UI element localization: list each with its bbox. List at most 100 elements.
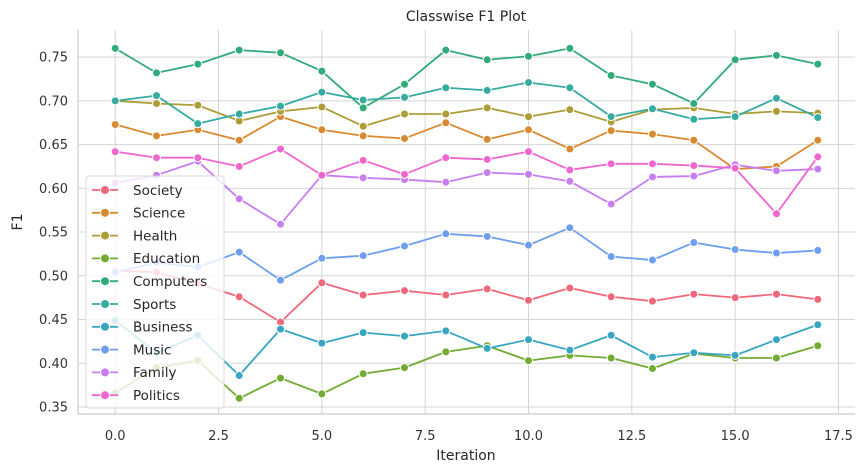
data-point-computers xyxy=(689,98,699,108)
data-point-computers xyxy=(234,45,244,55)
data-point-education xyxy=(771,353,781,363)
data-point-music xyxy=(523,240,533,250)
data-point-family xyxy=(441,177,451,187)
data-point-politics xyxy=(276,144,286,154)
legend-label: Computers xyxy=(133,274,207,290)
data-point-sports xyxy=(152,91,162,101)
data-point-science xyxy=(813,135,823,145)
data-point-education xyxy=(441,347,451,357)
data-point-science xyxy=(441,118,451,128)
legend-item-science: Science xyxy=(92,206,185,222)
data-point-business xyxy=(647,352,657,362)
legend-item-society: Society xyxy=(92,183,183,199)
series-line-sports xyxy=(115,81,819,125)
data-point-computers xyxy=(400,79,410,89)
data-point-family xyxy=(358,173,368,183)
series-line-music xyxy=(114,226,818,282)
data-point-society xyxy=(441,290,451,300)
data-point-computers xyxy=(193,59,203,69)
data-point-computers xyxy=(276,48,286,58)
data-point-science xyxy=(647,129,657,139)
data-point-sports xyxy=(317,87,327,97)
legend-swatch-marker xyxy=(100,390,110,401)
data-point-sports xyxy=(771,93,781,103)
x-tick-label: 10.0 xyxy=(514,429,543,444)
data-point-society xyxy=(813,294,823,304)
data-point-music xyxy=(771,248,781,258)
data-point-family xyxy=(482,168,492,178)
data-point-health xyxy=(523,112,533,122)
data-point-business xyxy=(565,345,575,355)
data-point-computers xyxy=(317,66,327,76)
data-point-education xyxy=(523,356,533,366)
legend-swatch-marker xyxy=(100,344,110,355)
data-point-sports xyxy=(523,77,533,87)
legend-label: Business xyxy=(133,320,193,336)
data-point-music xyxy=(400,241,410,251)
data-point-business xyxy=(441,326,451,336)
data-point-music xyxy=(647,255,657,265)
data-point-family xyxy=(234,194,244,204)
data-point-health xyxy=(358,121,368,131)
data-point-sports xyxy=(193,119,203,129)
data-point-politics xyxy=(193,153,203,163)
data-point-business xyxy=(730,350,740,360)
series-line-education xyxy=(114,344,819,400)
data-point-society xyxy=(689,289,699,299)
data-point-sports xyxy=(813,112,823,122)
legend-label: Family xyxy=(133,365,176,381)
data-point-education xyxy=(276,373,286,383)
data-point-health xyxy=(152,98,162,108)
data-point-music xyxy=(317,253,327,263)
x-tick-label: 7.5 xyxy=(415,429,436,444)
legend-frame xyxy=(85,175,225,409)
data-point-business xyxy=(689,348,699,358)
data-point-business xyxy=(813,320,823,330)
series-politics xyxy=(110,144,823,219)
series-line-health xyxy=(115,99,818,128)
data-point-business xyxy=(482,343,492,353)
data-point-family xyxy=(565,176,575,186)
legend-item-sports: Sports xyxy=(92,297,176,313)
data-point-politics xyxy=(606,159,616,169)
data-point-society xyxy=(317,278,327,288)
data-point-education xyxy=(647,364,657,374)
data-point-science xyxy=(317,125,327,135)
series-layer xyxy=(110,43,823,403)
data-point-society xyxy=(647,296,657,306)
series-sports xyxy=(110,77,823,129)
legend-label: Health xyxy=(133,228,177,244)
y-tick-label: 0.55 xyxy=(39,226,68,241)
data-point-health xyxy=(482,103,492,113)
series-health xyxy=(110,96,823,131)
data-point-health xyxy=(771,106,781,116)
data-point-business xyxy=(606,330,616,340)
data-point-family xyxy=(771,166,781,176)
data-point-family xyxy=(523,169,533,179)
data-point-computers xyxy=(771,50,781,60)
data-point-sports xyxy=(234,109,244,119)
legend: Society Science Health Education Computers Sp… xyxy=(85,175,225,409)
data-point-family xyxy=(606,199,616,209)
data-point-sports xyxy=(358,95,368,105)
data-point-society xyxy=(771,289,781,299)
legend-items: Society Science Health Education Computers Sp… xyxy=(92,183,207,404)
x-tick-label: 2.5 xyxy=(208,429,229,444)
data-point-society xyxy=(523,295,533,305)
data-point-science xyxy=(110,119,120,129)
legend-label: Science xyxy=(133,206,185,222)
data-point-politics xyxy=(110,147,120,157)
series-computers xyxy=(110,43,823,113)
x-tick-label: 0.0 xyxy=(105,429,126,444)
data-point-sports xyxy=(647,104,657,114)
data-point-music xyxy=(689,238,699,248)
legend-label: Sports xyxy=(133,297,176,313)
series-line-society xyxy=(115,269,818,324)
data-point-computers xyxy=(441,45,451,55)
x-axis-label: Iteration xyxy=(436,448,495,464)
data-point-music xyxy=(441,229,451,239)
data-point-business xyxy=(400,331,410,341)
y-tick-label: 0.40 xyxy=(39,357,68,372)
legend-label: Politics xyxy=(133,388,180,404)
